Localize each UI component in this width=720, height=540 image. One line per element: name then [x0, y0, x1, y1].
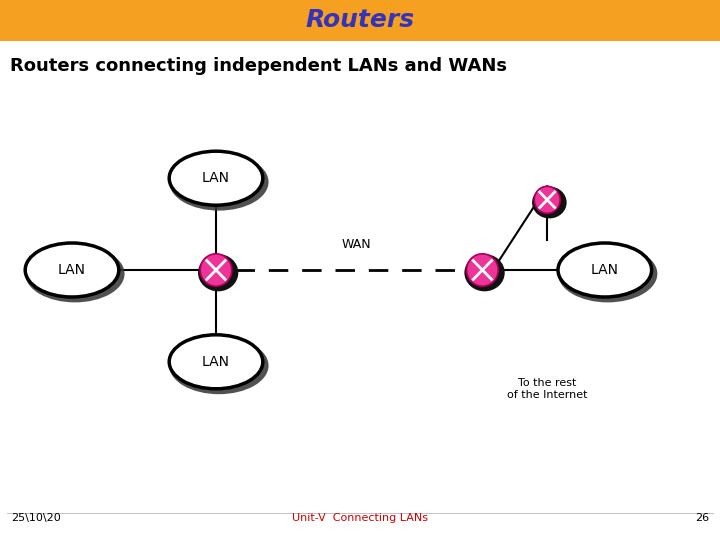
- Text: Routers: Routers: [305, 8, 415, 32]
- Ellipse shape: [169, 335, 263, 389]
- Ellipse shape: [467, 254, 498, 286]
- Ellipse shape: [200, 254, 232, 286]
- Ellipse shape: [532, 186, 567, 218]
- Ellipse shape: [198, 254, 238, 292]
- Text: To the rest
of the Internet: To the rest of the Internet: [507, 378, 588, 400]
- Ellipse shape: [169, 337, 269, 394]
- Text: LAN: LAN: [591, 263, 618, 277]
- Text: Unit-V  Connecting LANs: Unit-V Connecting LANs: [292, 514, 428, 523]
- Text: LAN: LAN: [58, 263, 86, 277]
- Ellipse shape: [169, 151, 263, 205]
- Text: WAN: WAN: [341, 238, 372, 251]
- Ellipse shape: [464, 254, 505, 292]
- Text: 25\10\20: 25\10\20: [11, 514, 60, 523]
- Text: LAN: LAN: [202, 355, 230, 369]
- Text: Routers connecting independent LANs and WANs: Routers connecting independent LANs and …: [10, 57, 507, 75]
- Ellipse shape: [25, 243, 119, 297]
- Bar: [0, 0, 720, 40]
- Ellipse shape: [558, 245, 657, 302]
- Ellipse shape: [169, 153, 269, 211]
- Ellipse shape: [558, 243, 652, 297]
- Text: LAN: LAN: [202, 171, 230, 185]
- Ellipse shape: [534, 186, 560, 213]
- Ellipse shape: [25, 245, 125, 302]
- Text: 26: 26: [695, 514, 709, 523]
